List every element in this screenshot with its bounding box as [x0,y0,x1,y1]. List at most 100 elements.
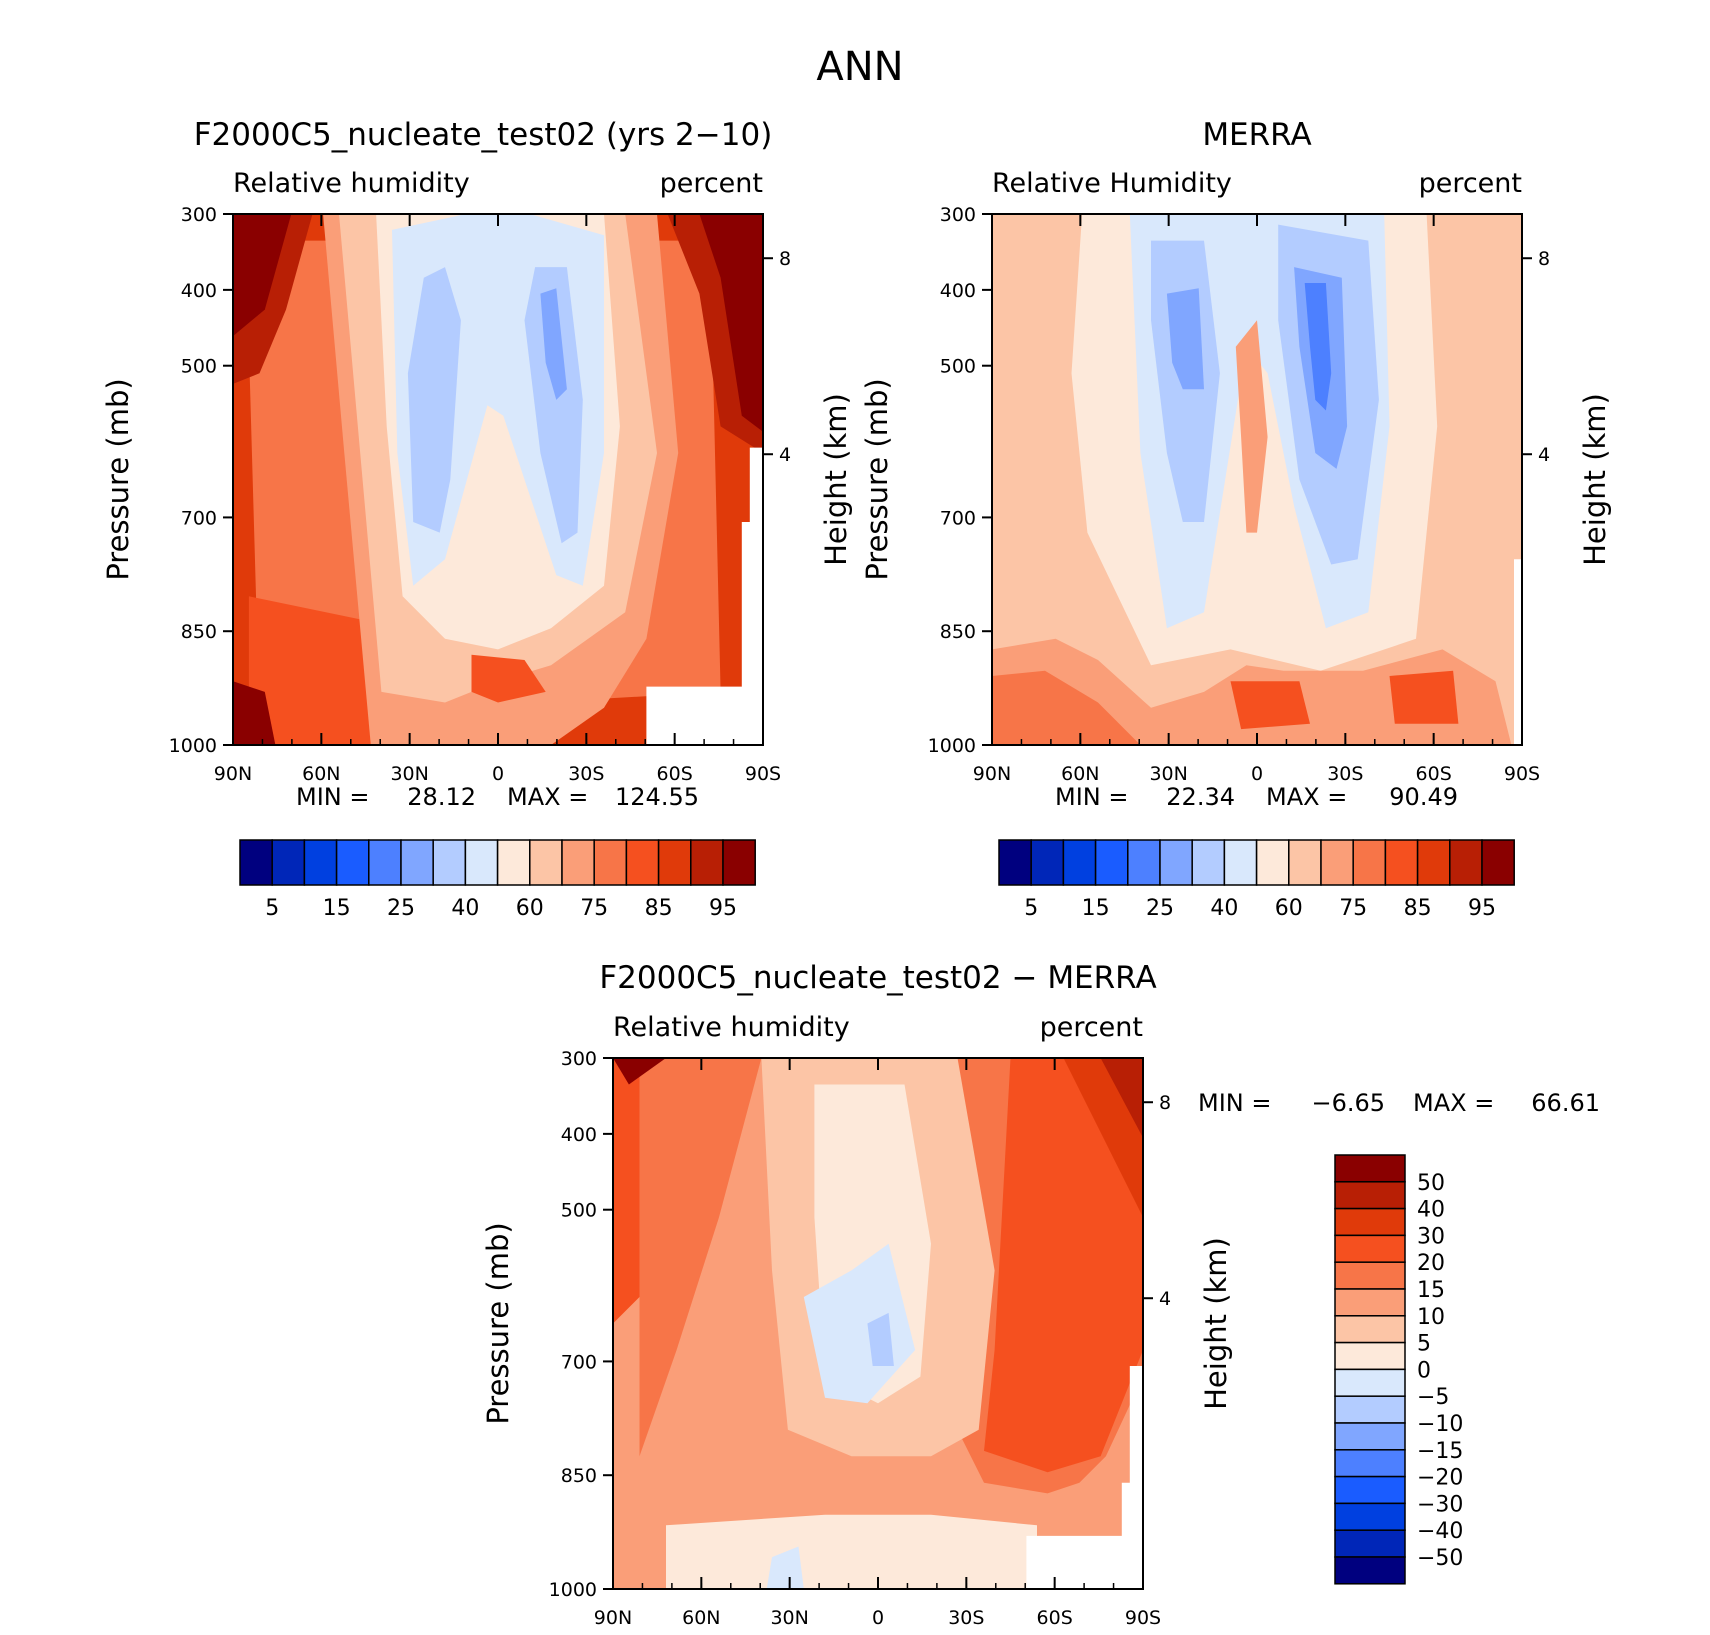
model-colorbar-box [368,839,402,886]
obs-colorbar-box [1030,839,1065,886]
obs-variable-label: Relative Humidity [992,168,1232,199]
diff-colorbar-label: −15 [1417,1439,1463,1464]
diff-contour-region-14 [1026,1535,1143,1589]
obs-colorbar-box [1384,839,1419,886]
model-contour-region-9 [540,288,567,400]
model-max-value: 124.55 [615,783,699,811]
obs-colorbar-box [1223,839,1258,886]
model-contour-region-16 [646,686,763,745]
obs-y-tick-label: 400 [940,280,976,302]
diff-colorbar-label: 50 [1417,1171,1445,1196]
model-contour-region-8 [524,267,583,544]
model-colorbar-label: 95 [709,896,737,921]
figure-title: ANN [816,44,903,90]
diff-max-value: 66.61 [1531,1089,1600,1117]
obs-height-axis-label: Height (km) [1578,393,1612,566]
diff-contour-region-16 [1121,1482,1143,1589]
model-colorbar-box [625,839,660,886]
diff-y-tick-label: 700 [561,1351,597,1373]
diff-y-axis-label: Pressure (mb) [481,1222,515,1424]
model-colorbar-box [239,839,273,886]
diff-contour-region-2 [639,1058,762,1457]
obs-contour-region-11 [1230,681,1310,730]
diff-units-label: percent [1040,1012,1143,1043]
diff-colorbar-box [1334,1475,1406,1505]
obs-colorbar-label: 40 [1210,896,1238,921]
diff-contour-region-6 [1100,1058,1143,1138]
model-colorbar-label: 15 [323,896,351,921]
diff-colorbar-label: −10 [1417,1412,1463,1437]
model-y-axis-label: Pressure (mb) [101,378,135,580]
model-height-tick-label: 4 [779,444,791,466]
model-colorbar-box [303,839,338,886]
obs-field [992,214,1522,745]
model-y-tick-label: 500 [181,356,217,378]
model-colorbar-box [690,839,724,886]
obs-colorbar-label: 75 [1339,896,1367,921]
obs-colorbar-box [1449,839,1483,886]
diff-height-axis-label: Height (km) [1199,1237,1233,1410]
model-contour-region-14 [699,214,763,432]
diff-contour-region-12 [666,1514,1037,1589]
model-colorbar-box [529,839,563,886]
model-y-tick-label: 1000 [169,735,217,757]
diff-colorbar-box [1334,1207,1406,1237]
obs-y-tick-label: 500 [940,356,976,378]
model-colorbar-box [593,839,628,886]
obs-colorbar-box [1191,839,1226,886]
diff-colorbar-box [1334,1315,1406,1344]
obs-min-value: 22.34 [1166,783,1235,811]
diff-colorbar-label: 30 [1417,1224,1445,1249]
diff-colorbar-box [1334,1341,1406,1371]
obs-colorbar-box [1094,839,1129,886]
model-x-tick-label: 60S [657,763,693,785]
diff-x-tick-label: 60S [1037,1607,1073,1629]
obs-contour-region-13 [1514,559,1522,745]
obs-colorbar-box [998,839,1032,886]
diff-contour-region-13 [766,1546,804,1589]
model-x-tick-label: 0 [492,763,504,785]
obs-colorbar-box [1320,839,1354,886]
model-units-label: percent [660,168,763,199]
diff-colorbar-box [1334,1449,1406,1478]
diff-x-tick-label: 30N [770,1607,808,1629]
obs-x-tick-label: 60N [1061,763,1099,785]
obs-y-axis-label: Pressure (mb) [860,378,894,580]
model-colorbar-label: 5 [265,896,279,921]
diff-min-label: MIN = [1198,1089,1271,1117]
diff-x-tick-label: 90S [1125,1607,1161,1629]
obs-colorbar-label: 95 [1468,896,1496,921]
model-min-label: MIN = [296,783,369,811]
obs-height-tick-label: 4 [1538,444,1550,466]
diff-y-tick-label: 500 [561,1200,597,1222]
obs-colorbar-box [1062,839,1097,886]
obs-x-tick-label: 0 [1251,763,1263,785]
model-contour-region-10 [471,654,546,703]
diff-field [613,1058,1143,1589]
model-title: F2000C5_nucleate_test02 (yrs 2−10) [194,117,773,153]
model-contour-region-18 [741,522,763,745]
obs-y-tick-label: 1000 [928,735,976,757]
model-contour-region-12 [233,214,292,337]
obs-min-label: MIN = [1055,783,1128,811]
obs-colorbar-label: 25 [1146,896,1174,921]
model-colorbar-box [561,839,595,886]
diff-x-tick-label: 0 [872,1607,884,1629]
obs-colorbar-box [1255,839,1290,886]
obs-contour-region-10 [992,670,1141,745]
diff-x-tick-label: 60N [682,1607,720,1629]
obs-max-label: MAX = [1266,783,1347,811]
diff-max-label: MAX = [1413,1089,1494,1117]
obs-colorbar-label: 5 [1024,896,1038,921]
diff-y-tick-label: 850 [561,1465,597,1487]
model-x-tick-label: 30S [568,763,604,785]
diff-colorbar-label: 20 [1417,1251,1445,1276]
model-min-value: 28.12 [407,783,476,811]
model-contour-region-15 [233,681,276,745]
diff-colorbar-box [1334,1261,1406,1290]
diff-contour-region-11 [867,1312,894,1366]
model-colorbar-box [432,839,467,886]
diff-colorbar-label: −20 [1417,1466,1463,1491]
model-variable-label: Relative humidity [233,168,470,199]
